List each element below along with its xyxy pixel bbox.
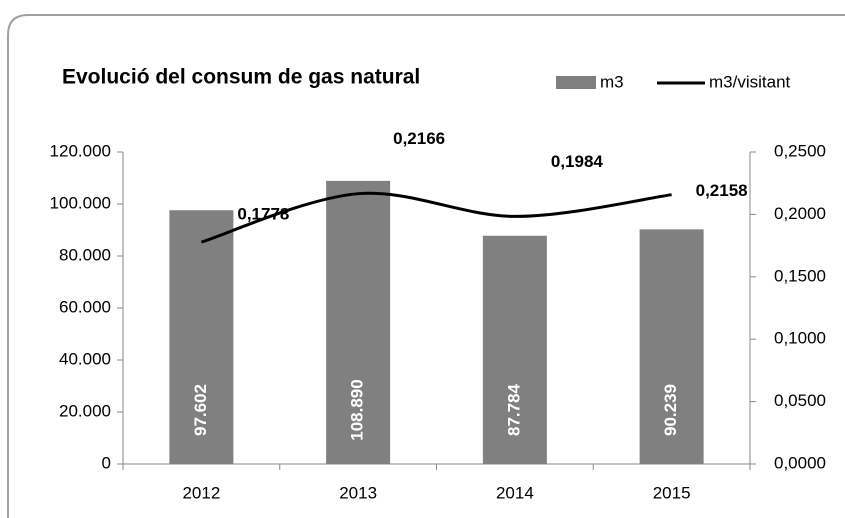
y-tick-label: 60.000 xyxy=(59,297,111,316)
y-tick-label: 80.000 xyxy=(59,245,111,264)
bar-value-label: 97.602 xyxy=(191,384,210,436)
y-tick-label: 40.000 xyxy=(59,349,111,368)
x-tick-label: 2014 xyxy=(496,483,534,502)
bar xyxy=(326,180,391,465)
x-tick-label: 2015 xyxy=(653,483,691,502)
line xyxy=(200,191,672,244)
line-value-label: 0,1984 xyxy=(551,152,604,171)
y2-tick-label: 0,1500 xyxy=(774,266,826,285)
bar xyxy=(639,229,704,464)
bar-value-label: 108.890 xyxy=(348,379,367,440)
y-tick-label: 120.000 xyxy=(50,141,111,160)
y2-tick-label: 0,1000 xyxy=(774,329,826,348)
line-value-label: 0,2158 xyxy=(696,181,748,200)
bar xyxy=(482,235,547,464)
line-value-label: 0,1778 xyxy=(237,205,289,224)
x-tick-label: 2013 xyxy=(339,483,377,502)
y2-tick-label: 0,0000 xyxy=(774,453,826,472)
chart-title: Evolució del consum de gas natural xyxy=(62,66,420,89)
x-tick-label: 2012 xyxy=(182,483,220,502)
y2-tick-label: 0,2500 xyxy=(774,141,826,160)
bar xyxy=(169,210,234,464)
y2-tick-label: 0,0500 xyxy=(774,391,826,410)
line-value-label: 0,2166 xyxy=(393,129,445,148)
chart-frame xyxy=(7,14,845,518)
y-tick-label: 100.000 xyxy=(50,193,111,212)
y-tick-label: 20.000 xyxy=(59,401,111,420)
y-tick-label: 0 xyxy=(102,453,111,472)
legend-label: m3/visitant xyxy=(709,72,791,91)
bar-value-label: 90.239 xyxy=(661,384,680,436)
legend-label: m3 xyxy=(600,72,624,91)
bar-value-label: 87.784 xyxy=(504,383,523,436)
y2-tick-label: 0,2000 xyxy=(774,204,826,223)
legend-swatch xyxy=(556,76,596,89)
